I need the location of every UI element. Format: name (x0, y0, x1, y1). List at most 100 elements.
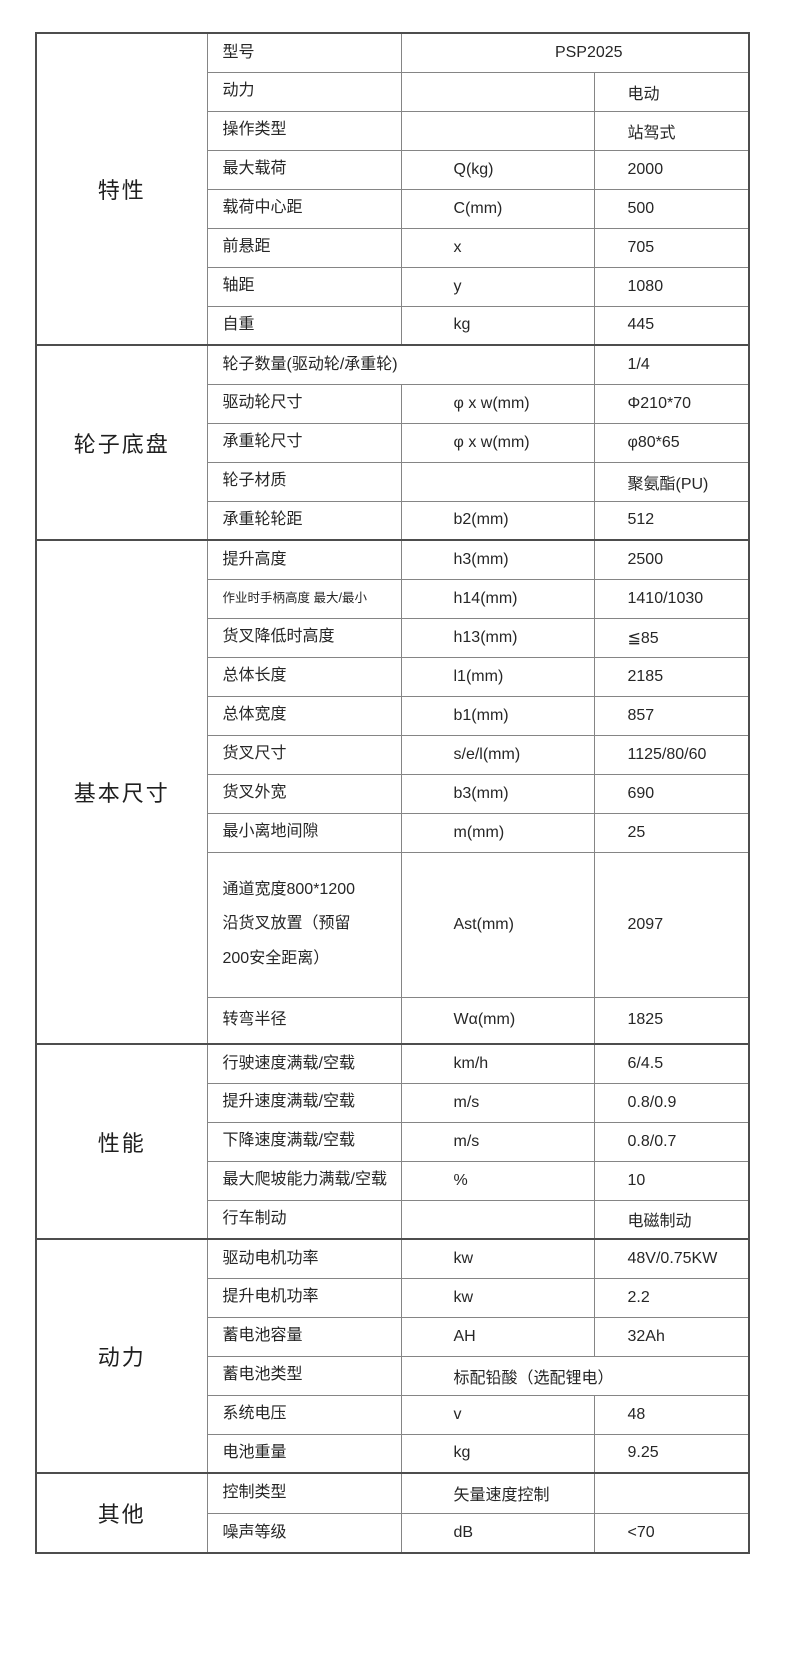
spec-label: 提升高度 (206, 539, 402, 580)
section-characteristics: 特性 型号 PSP2025 动力 电动 操作类型 站驾式 最大载荷 Q(kg) … (35, 32, 750, 346)
spec-symbol: m/s (400, 1121, 595, 1162)
table-row: 总体长度 l1(mm) 2185 (36, 656, 750, 697)
spec-symbol: h3(mm) (400, 539, 595, 580)
spec-value: φ80*65 (593, 422, 750, 463)
spec-symbol: h14(mm) (400, 578, 595, 619)
spec-value: 512 (593, 500, 750, 541)
spec-symbol: % (400, 1160, 595, 1201)
spec-value: 聚氨酯(PU) (593, 461, 750, 502)
spec-label: 轮子材质 (206, 461, 402, 502)
spec-value: 1125/80/60 (593, 734, 750, 775)
spec-value: 0.8/0.7 (593, 1121, 750, 1162)
spec-symbol: l1(mm) (400, 656, 595, 697)
table-row: 蓄电池容量 AH 32Ah (36, 1316, 750, 1357)
table-row: 驱动轮尺寸 φ x w(mm) Φ210*70 (36, 383, 750, 424)
category-cell: 基本尺寸 (35, 539, 208, 1045)
table-row: 系统电压 v 48 (36, 1394, 750, 1435)
spec-label: 轴距 (206, 266, 402, 307)
table-row: 承重轮轮距 b2(mm) 512 (36, 500, 750, 541)
spec-symbol: dB (400, 1512, 595, 1554)
category-cell: 特性 (35, 32, 208, 346)
spec-label: 承重轮轮距 (206, 500, 402, 541)
spec-symbol (400, 110, 595, 151)
table-row: 轮子底盘 轮子数量(驱动轮/承重轮) 1/4 (35, 344, 750, 541)
spec-value: 1825 (593, 996, 750, 1045)
table-row: 转弯半径 Wα(mm) 1825 (36, 996, 750, 1045)
spec-symbol: kg (400, 1433, 595, 1474)
spec-value: 站驾式 (593, 110, 750, 151)
table-row: 提升电机功率 kw 2.2 (36, 1277, 750, 1318)
spec-value (593, 1472, 750, 1514)
spec-symbol: C(mm) (400, 188, 595, 229)
spec-value: <70 (593, 1512, 750, 1554)
category-cell: 轮子底盘 (35, 344, 208, 541)
spec-label: 蓄电池类型 (206, 1355, 402, 1396)
spec-label: 最小离地间隙 (206, 812, 402, 853)
spec-symbol: b1(mm) (400, 695, 595, 736)
table-row: 最大爬坡能力满载/空载 % 10 (36, 1160, 750, 1201)
section-performance: 性能 行驶速度满载/空载 km/h 6/4.5 提升速度满载/空载 m/s 0.… (35, 1043, 750, 1240)
spec-symbol: s/e/l(mm) (400, 734, 595, 775)
spec-label: 驱动轮尺寸 (206, 383, 402, 424)
section-other: 其他 控制类型 矢量速度控制 噪声等级 dB <70 (35, 1472, 750, 1554)
spec-symbol: km/h (400, 1043, 595, 1084)
spec-value: 6/4.5 (593, 1043, 750, 1084)
spec-symbol: x (400, 227, 595, 268)
spec-label: 承重轮尺寸 (206, 422, 402, 463)
spec-symbol: v (400, 1394, 595, 1435)
spec-label: 噪声等级 (206, 1512, 402, 1554)
table-row: 货叉尺寸 s/e/l(mm) 1125/80/60 (36, 734, 750, 775)
spec-symbol: φ x w(mm) (400, 422, 595, 463)
spec-value: 电磁制动 (593, 1199, 750, 1240)
spec-symbol: y (400, 266, 595, 307)
category-cell: 性能 (35, 1043, 208, 1240)
spec-value: 2500 (593, 539, 750, 580)
spec-symbol: m(mm) (400, 812, 595, 853)
spec-label: 总体长度 (206, 656, 402, 697)
spec-label: 行驶速度满载/空载 (206, 1043, 402, 1084)
spec-label: 通道宽度800*1200 沿货叉放置（预留 200安全距离） (206, 851, 402, 998)
spec-symbol: Ast(mm) (400, 851, 595, 998)
spec-label: 下降速度满载/空载 (206, 1121, 402, 1162)
table-row: 其他 控制类型 矢量速度控制 (35, 1472, 750, 1554)
spec-symbol: h13(mm) (400, 617, 595, 658)
spec-label: 最大载荷 (206, 149, 402, 190)
spec-label: 蓄电池容量 (206, 1316, 402, 1357)
section-power: 动力 驱动电机功率 kw 48V/0.75KW 提升电机功率 kw 2.2 蓄电… (35, 1238, 750, 1474)
spec-value: 48 (593, 1394, 750, 1435)
spec-value: 445 (593, 305, 750, 346)
spec-value: PSP2025 (400, 32, 750, 73)
spec-value: 32Ah (593, 1316, 750, 1357)
spec-value: 2185 (593, 656, 750, 697)
spec-symbol: Wα(mm) (400, 996, 595, 1045)
section-basic-dimensions: 基本尺寸 提升高度 h3(mm) 2500 作业时手柄高度 最大/最小 h14(… (35, 539, 750, 1045)
spec-symbol: kw (400, 1238, 595, 1279)
spec-symbol: b2(mm) (400, 500, 595, 541)
category-cell: 其他 (35, 1472, 208, 1554)
spec-value: 500 (593, 188, 750, 229)
spec-label: 电池重量 (206, 1433, 402, 1474)
table-row: 最小离地间隙 m(mm) 25 (36, 812, 750, 853)
spec-label: 控制类型 (206, 1472, 402, 1514)
spec-label: 轮子数量(驱动轮/承重轮) (206, 344, 595, 385)
spec-symbol: m/s (400, 1082, 595, 1123)
table-row: 最大载荷 Q(kg) 2000 (36, 149, 750, 190)
table-row: 承重轮尺寸 φ x w(mm) φ80*65 (36, 422, 750, 463)
table-row: 提升速度满载/空载 m/s 0.8/0.9 (36, 1082, 750, 1123)
spec-symbol: kg (400, 305, 595, 346)
spec-symbol: Q(kg) (400, 149, 595, 190)
spec-label: 货叉外宽 (206, 773, 402, 814)
spec-value: 10 (593, 1160, 750, 1201)
spec-label: 提升速度满载/空载 (206, 1082, 402, 1123)
spec-value: 0.8/0.9 (593, 1082, 750, 1123)
spec-label: 总体宽度 (206, 695, 402, 736)
spec-symbol: 矢量速度控制 (400, 1472, 595, 1514)
table-row: 通道宽度800*1200 沿货叉放置（预留 200安全距离） Ast(mm) 2… (36, 851, 750, 998)
spec-label: 行车制动 (206, 1199, 402, 1240)
table-row: 动力 驱动电机功率 kw 48V/0.75KW (35, 1238, 750, 1474)
section-wheels-chassis: 轮子底盘 轮子数量(驱动轮/承重轮) 1/4 驱动轮尺寸 φ x w(mm) Φ… (35, 344, 750, 541)
spec-value: 690 (593, 773, 750, 814)
category-cell: 动力 (35, 1238, 208, 1474)
spec-value: 1080 (593, 266, 750, 307)
spec-label: 最大爬坡能力满载/空载 (206, 1160, 402, 1201)
